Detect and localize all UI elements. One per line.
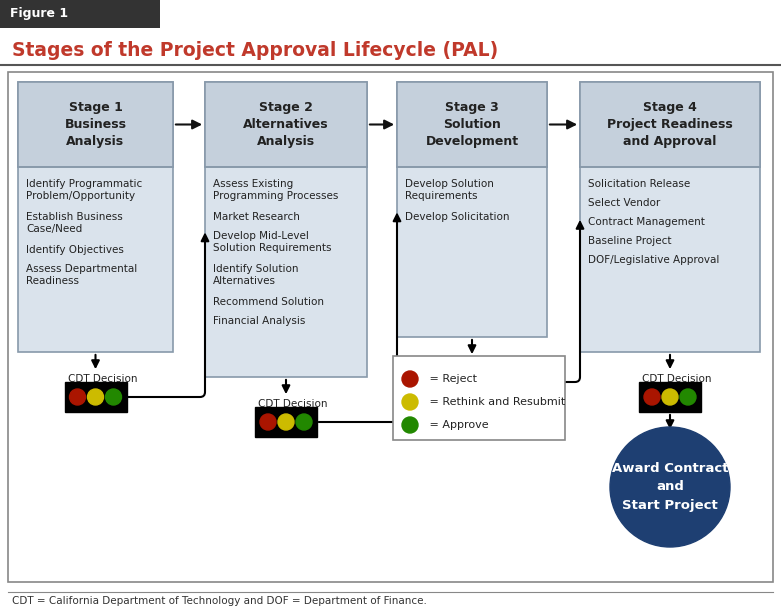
Text: Develop Solicitation: Develop Solicitation [405,212,509,222]
Circle shape [402,371,418,387]
Circle shape [662,389,678,405]
Circle shape [680,389,696,405]
Text: Develop Solution
Requirements: Develop Solution Requirements [405,179,494,201]
Text: CDT Decision: CDT Decision [444,359,513,369]
Circle shape [87,389,104,405]
Text: Market Research: Market Research [213,212,300,222]
Text: Identify Programmatic
Problem/Opportunity: Identify Programmatic Problem/Opportunit… [26,179,142,201]
FancyBboxPatch shape [205,82,367,377]
Circle shape [296,414,312,430]
Text: Recommend Solution: Recommend Solution [213,297,324,307]
Circle shape [278,414,294,430]
FancyBboxPatch shape [18,82,173,167]
FancyBboxPatch shape [580,82,760,352]
Text: Identify Solution
Alternatives: Identify Solution Alternatives [213,264,298,287]
FancyBboxPatch shape [205,82,367,167]
Text: Figure 1: Figure 1 [10,7,68,21]
Text: Stages of the Project Approval Lifecycle (PAL): Stages of the Project Approval Lifecycle… [12,40,498,60]
Circle shape [644,389,660,405]
Text: Stage 3
Solution
Development: Stage 3 Solution Development [426,101,519,148]
Circle shape [446,374,462,390]
FancyBboxPatch shape [580,82,760,167]
FancyBboxPatch shape [397,82,547,337]
Text: Assess Departmental
Readiness: Assess Departmental Readiness [26,264,137,287]
Text: CDT = California Department of Technology and DOF = Department of Finance.: CDT = California Department of Technolog… [12,596,427,606]
FancyBboxPatch shape [8,72,773,582]
Circle shape [70,389,85,405]
Text: CDT Decision: CDT Decision [642,374,711,384]
FancyBboxPatch shape [393,356,565,440]
Circle shape [260,414,276,430]
FancyBboxPatch shape [441,367,503,397]
Text: DOF/Legislative Approval: DOF/Legislative Approval [588,255,719,265]
Text: = Rethink and Resubmit: = Rethink and Resubmit [426,397,565,407]
Circle shape [105,389,122,405]
Text: Stage 2
Alternatives
Analysis: Stage 2 Alternatives Analysis [243,101,329,148]
Circle shape [402,417,418,433]
FancyBboxPatch shape [18,82,173,352]
Text: Assess Existing
Programming Processes: Assess Existing Programming Processes [213,179,338,201]
Text: CDT Decision: CDT Decision [67,374,137,384]
Text: = Approve: = Approve [426,420,489,430]
Text: Award Contract
and
Start Project: Award Contract and Start Project [612,462,728,512]
Text: = Reject: = Reject [426,374,477,384]
Text: Stage 4
Project Readiness
and Approval: Stage 4 Project Readiness and Approval [607,101,733,148]
Text: Contract Management: Contract Management [588,217,705,227]
Text: Baseline Project: Baseline Project [588,236,672,246]
Text: Develop Mid-Level
Solution Requirements: Develop Mid-Level Solution Requirements [213,231,331,253]
Circle shape [610,427,730,547]
FancyBboxPatch shape [397,82,547,167]
Circle shape [482,374,498,390]
Text: Select Vendor: Select Vendor [588,198,660,208]
Text: Establish Business
Case/Need: Establish Business Case/Need [26,212,123,234]
FancyBboxPatch shape [255,407,317,437]
FancyBboxPatch shape [639,382,701,412]
FancyBboxPatch shape [0,0,160,28]
Text: Identify Objectives: Identify Objectives [26,245,124,255]
Text: Stage 1
Business
Analysis: Stage 1 Business Analysis [65,101,127,148]
FancyBboxPatch shape [65,382,127,412]
Text: Financial Analysis: Financial Analysis [213,316,305,326]
Circle shape [402,394,418,410]
Text: CDT Decision: CDT Decision [258,399,327,409]
Text: Solicitation Release: Solicitation Release [588,179,690,189]
Circle shape [464,374,480,390]
